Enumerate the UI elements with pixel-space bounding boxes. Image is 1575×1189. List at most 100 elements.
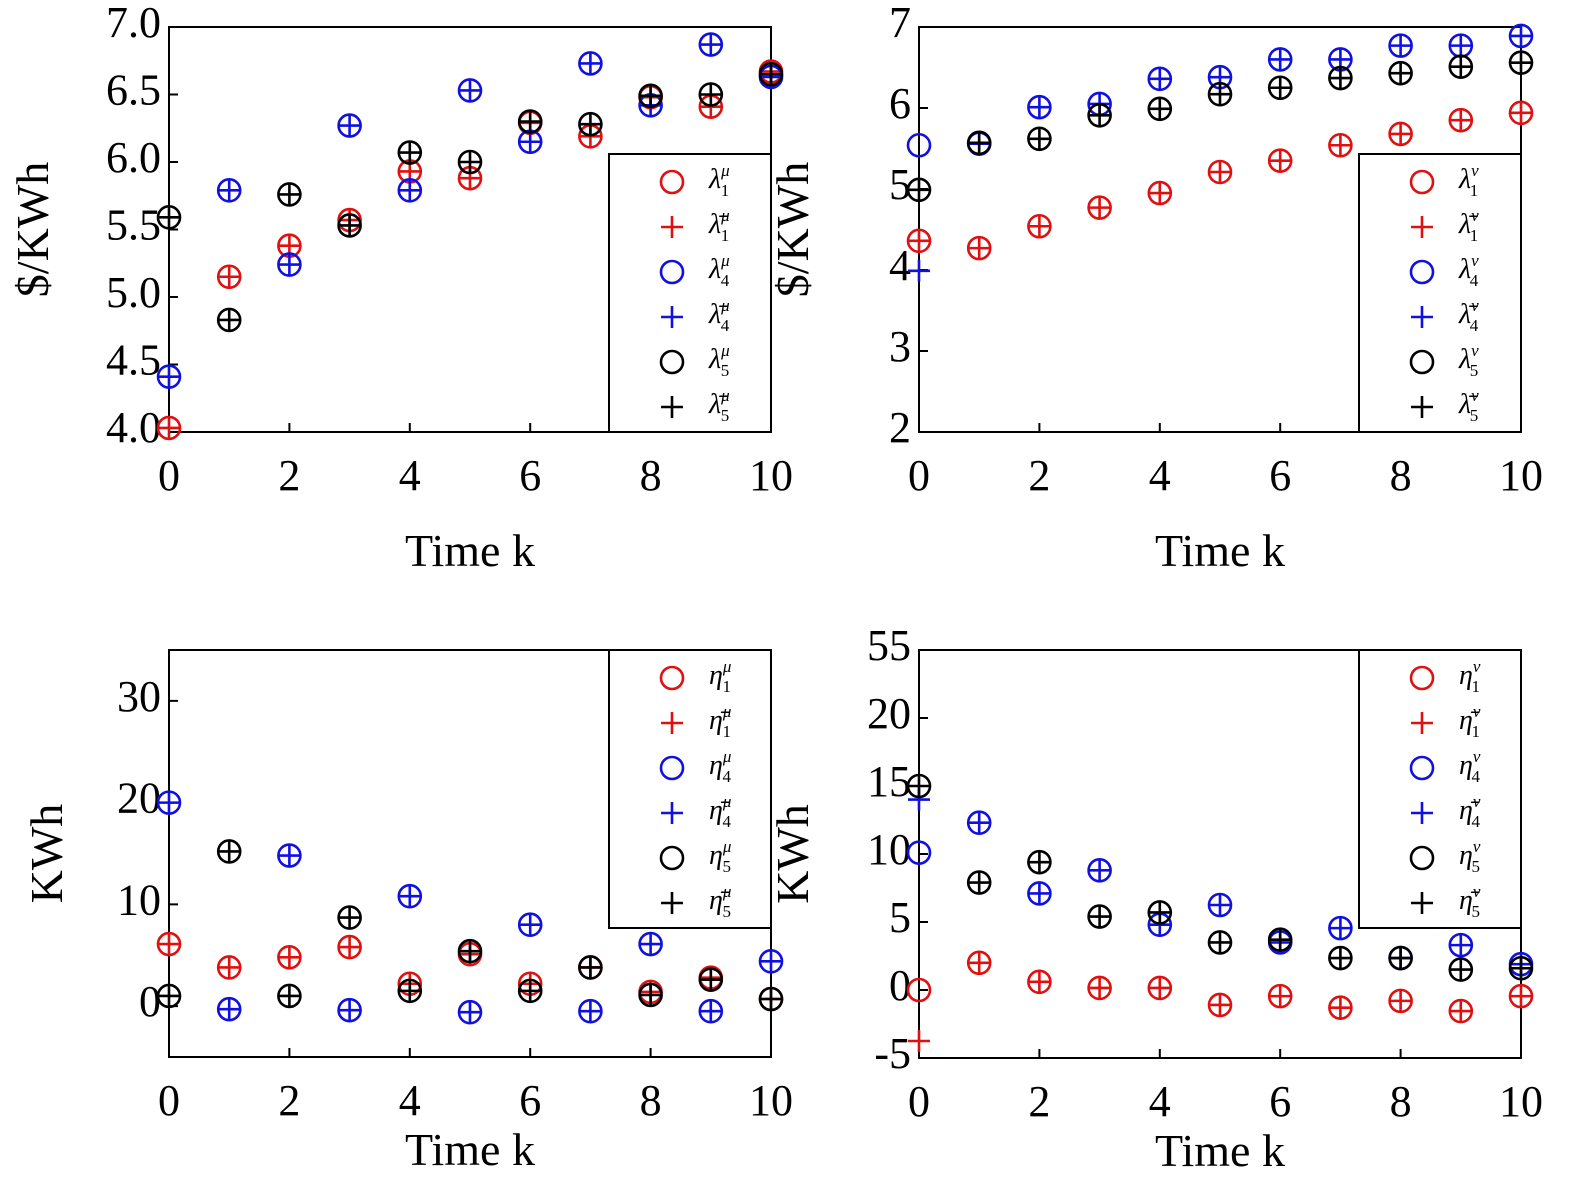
- data-point: [1510, 101, 1532, 124]
- legend-subscript: 4: [1471, 767, 1480, 786]
- data-point: [398, 979, 421, 1002]
- data-point: [1209, 993, 1231, 1016]
- data-point: [639, 933, 662, 956]
- legend-superscript: ν: [1471, 206, 1479, 225]
- data-point: [1510, 51, 1532, 74]
- legend-marker: [1409, 259, 1435, 285]
- legend-subscript: 5: [722, 902, 731, 921]
- data-point: [1329, 996, 1352, 1019]
- data-point: [338, 114, 361, 137]
- data-point: [338, 936, 361, 959]
- x-tick-label: 2: [278, 451, 300, 500]
- x-tick-label: 8: [1390, 451, 1412, 500]
- legend-marker: [1409, 349, 1435, 375]
- legend-subscript: 5: [1471, 902, 1480, 921]
- x-tick-label: 8: [640, 1076, 662, 1125]
- legend-box: [608, 153, 772, 433]
- legend-subscript: 5: [722, 857, 731, 876]
- legend-name: η: [709, 750, 723, 781]
- data-point: [1510, 985, 1532, 1008]
- legend-label: λ̄ν 4: [1458, 296, 1479, 335]
- data-point: [908, 1030, 930, 1052]
- data-point: [218, 998, 241, 1021]
- data-point: [968, 237, 991, 260]
- legend-marker: [1411, 802, 1433, 824]
- legend-marker: [659, 169, 685, 195]
- legend-label: λμ 1: [708, 161, 730, 200]
- data-point: [1028, 970, 1051, 993]
- legend-marker: [659, 755, 685, 781]
- legend-box: [608, 649, 772, 929]
- legend-marker: [1411, 396, 1433, 418]
- data-point: [968, 871, 991, 894]
- data-point: [699, 968, 722, 991]
- legend-marker: [661, 892, 683, 914]
- y-tick-label: 55: [867, 621, 911, 670]
- y-tick-label: 0: [889, 961, 911, 1010]
- data-point: [1028, 882, 1051, 905]
- x-tick-label: 4: [1149, 451, 1171, 500]
- legend-superscript: ν: [1473, 792, 1481, 811]
- legend-superscript: μ: [720, 341, 730, 360]
- data-point: [1389, 62, 1412, 85]
- subplot: 4.0 4.5 5.0 5.5 6.0 6.5 7.0 0 2 4 6 8 10 Time k $/KWh λ…: [7, 0, 793, 576]
- legend-subscript: 4: [722, 812, 731, 831]
- legend-name: η: [1459, 840, 1473, 871]
- data-point: [1028, 96, 1051, 119]
- data-point: [218, 265, 241, 288]
- data-point: [338, 999, 361, 1022]
- data-point: [699, 33, 722, 56]
- legend-marker: [659, 349, 685, 375]
- legend-superscript: ν: [1473, 882, 1481, 901]
- data-point: [1148, 976, 1171, 999]
- legend-name: λ: [1458, 254, 1471, 285]
- legend-label: λμ 4: [708, 251, 730, 290]
- legend-superscript: ν: [1471, 341, 1479, 360]
- y-tick-label: 2: [889, 403, 911, 452]
- x-tick-label: 10: [1499, 451, 1543, 500]
- data-point: [398, 885, 421, 908]
- x-axis-label: Time k: [1155, 1125, 1285, 1176]
- data-point: [338, 214, 361, 237]
- legend-name: λ: [708, 344, 721, 375]
- data-point: [1028, 851, 1051, 874]
- legend-superscript: ν: [1473, 837, 1481, 856]
- data-point: [968, 951, 991, 974]
- legend-label: η̄μ 4: [709, 792, 731, 831]
- data-point: [699, 83, 722, 106]
- legend-superscript: ν: [1471, 161, 1479, 180]
- data-point: [968, 811, 991, 834]
- data-point: [519, 110, 542, 133]
- y-tick-label: 10: [867, 825, 911, 874]
- legend-subscript: 4: [1470, 316, 1479, 335]
- data-point: [699, 1000, 722, 1023]
- legend-subscript: 1: [1470, 226, 1479, 245]
- legend-name: η: [1459, 660, 1473, 691]
- data-point: [1088, 859, 1111, 882]
- x-tick-label: 6: [1269, 451, 1291, 500]
- legend-marker: [1409, 665, 1435, 691]
- data-point: [968, 131, 991, 154]
- x-tick-label: 4: [399, 451, 421, 500]
- data-point: [760, 950, 782, 973]
- x-tick-label: 6: [1269, 1077, 1291, 1126]
- x-tick-label: 2: [278, 1076, 300, 1125]
- data-point: [278, 984, 301, 1007]
- legend-subscript: 5: [1471, 857, 1480, 876]
- legend-subscript: 4: [1470, 271, 1479, 290]
- legend-superscript: μ: [720, 206, 730, 225]
- data-point: [906, 840, 932, 865]
- legend-superscript: μ: [722, 657, 732, 676]
- legend-name: λ: [708, 164, 721, 195]
- legend-marker: [661, 396, 683, 418]
- y-tick-label: 6.5: [106, 66, 161, 115]
- data-point: [1329, 134, 1352, 157]
- legend-subscript: 5: [1470, 406, 1479, 425]
- data-point: [908, 229, 930, 252]
- y-tick-label: 5: [889, 160, 911, 209]
- legend-label: ημ 1: [709, 657, 731, 696]
- y-tick-label: 4: [889, 241, 911, 290]
- data-point: [908, 775, 930, 797]
